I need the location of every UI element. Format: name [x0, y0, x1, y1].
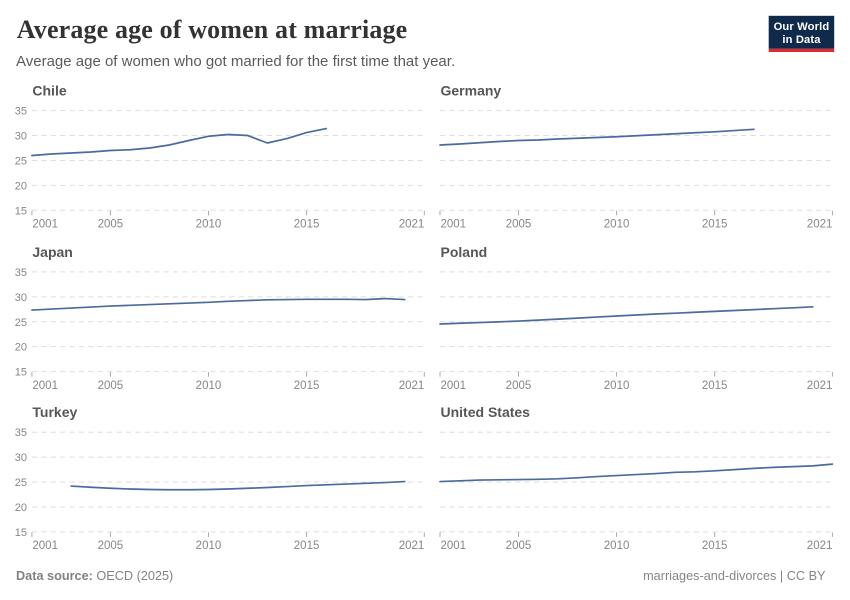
svg-text:2001: 2001 — [32, 540, 58, 552]
svg-text:2021: 2021 — [399, 380, 425, 392]
svg-text:2010: 2010 — [196, 380, 222, 392]
svg-text:2015: 2015 — [294, 380, 320, 392]
svg-text:25: 25 — [15, 477, 27, 489]
svg-text:2021: 2021 — [807, 540, 833, 552]
svg-text:30: 30 — [15, 131, 27, 143]
svg-text:2001: 2001 — [441, 219, 467, 231]
svg-text:2005: 2005 — [506, 380, 532, 392]
svg-text:Average age of women at marria: Average age of women at marriage — [17, 15, 408, 44]
svg-text:2021: 2021 — [807, 219, 833, 231]
svg-text:2015: 2015 — [702, 540, 728, 552]
svg-text:2015: 2015 — [294, 219, 320, 231]
svg-text:2010: 2010 — [604, 380, 630, 392]
svg-text:2021: 2021 — [399, 540, 425, 552]
svg-text:2005: 2005 — [98, 219, 124, 231]
svg-text:35: 35 — [15, 267, 27, 279]
svg-text:Average age of women who got m: Average age of women who got married for… — [16, 53, 455, 70]
svg-text:25: 25 — [15, 155, 27, 167]
svg-text:Our World: Our World — [774, 21, 830, 33]
svg-text:Data source: OECD (2025): Data source: OECD (2025) — [16, 569, 173, 583]
svg-text:2001: 2001 — [441, 380, 467, 392]
svg-text:2005: 2005 — [506, 219, 532, 231]
svg-text:35: 35 — [15, 427, 27, 439]
svg-text:2001: 2001 — [441, 540, 467, 552]
svg-text:Chile: Chile — [32, 83, 66, 99]
svg-text:2021: 2021 — [399, 219, 425, 231]
svg-text:30: 30 — [15, 292, 27, 304]
svg-text:20: 20 — [15, 342, 27, 354]
svg-text:25: 25 — [15, 317, 27, 329]
svg-text:2005: 2005 — [506, 540, 532, 552]
svg-text:2015: 2015 — [702, 219, 728, 231]
svg-text:2015: 2015 — [702, 380, 728, 392]
svg-text:30: 30 — [15, 452, 27, 464]
svg-text:35: 35 — [15, 106, 27, 118]
svg-text:20: 20 — [15, 180, 27, 192]
svg-text:marriages-and-divorces | CC BY: marriages-and-divorces | CC BY — [643, 569, 826, 583]
svg-text:United States: United States — [441, 404, 531, 420]
svg-text:2010: 2010 — [196, 219, 222, 231]
svg-text:2001: 2001 — [32, 380, 58, 392]
svg-text:in Data: in Data — [782, 34, 821, 46]
svg-text:2015: 2015 — [294, 540, 320, 552]
svg-text:2010: 2010 — [196, 540, 222, 552]
svg-text:2005: 2005 — [98, 380, 124, 392]
svg-text:Japan: Japan — [32, 244, 72, 260]
svg-text:2021: 2021 — [807, 380, 833, 392]
svg-text:2005: 2005 — [98, 540, 124, 552]
svg-text:Turkey: Turkey — [32, 404, 77, 420]
svg-text:2001: 2001 — [32, 219, 58, 231]
svg-text:2010: 2010 — [604, 540, 630, 552]
svg-text:15: 15 — [15, 367, 27, 379]
svg-text:Germany: Germany — [441, 83, 502, 99]
svg-text:2010: 2010 — [604, 219, 630, 231]
svg-text:15: 15 — [15, 527, 27, 539]
svg-text:20: 20 — [15, 502, 27, 514]
svg-text:15: 15 — [15, 205, 27, 217]
svg-text:Poland: Poland — [441, 244, 488, 260]
